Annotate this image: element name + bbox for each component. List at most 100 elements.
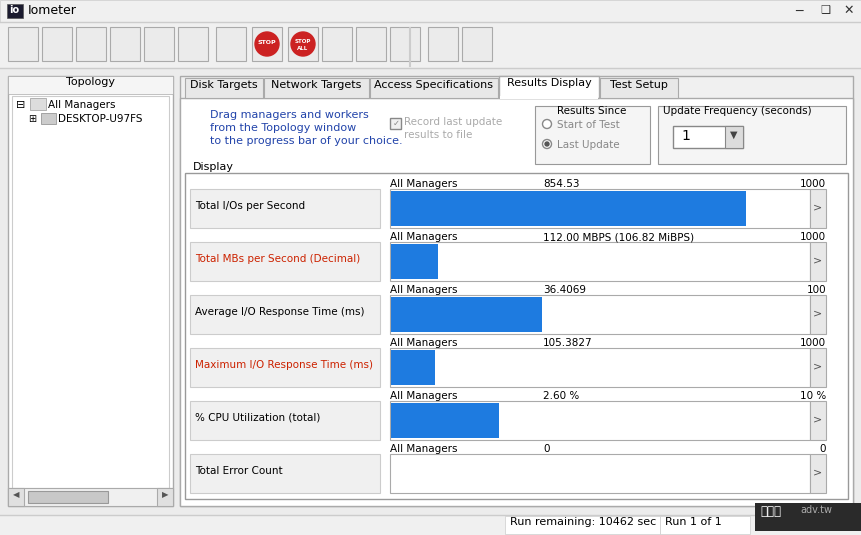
Text: >: > [814, 255, 822, 265]
Text: ✓: ✓ [393, 119, 400, 128]
Bar [810, 242, 826, 281]
Bar [0, 22, 861, 68]
Text: % CPU Utilization (total): % CPU Utilization (total) [195, 413, 320, 423]
Bar [391, 244, 437, 279]
Text: All Managers: All Managers [390, 444, 457, 454]
Bar [535, 106, 650, 164]
Bar [264, 78, 369, 98]
Bar [810, 189, 826, 228]
Bar [600, 78, 678, 98]
Bar [28, 491, 108, 503]
Bar [391, 350, 435, 385]
Bar [810, 454, 826, 493]
Bar [499, 76, 599, 98]
Bar [185, 173, 848, 499]
Bar [390, 27, 420, 61]
Text: STOP: STOP [257, 40, 276, 45]
Text: Test Setup: Test Setup [610, 80, 668, 90]
Bar [0, 515, 861, 535]
Text: >: > [814, 467, 822, 477]
Text: Topology: Topology [65, 77, 115, 87]
Text: Drag managers and workers
from the Topology window
to the progress bar of your c: Drag managers and workers from the Topol… [210, 110, 403, 147]
Text: 10 %: 10 % [800, 391, 826, 401]
Bar [157, 488, 173, 506]
Text: ⊞: ⊞ [28, 114, 36, 124]
Text: 1000: 1000 [800, 232, 826, 242]
Text: Total I/Os per Second: Total I/Os per Second [195, 201, 305, 211]
Bar [500, 96, 598, 99]
Text: io: io [9, 5, 19, 15]
Text: 1000: 1000 [800, 179, 826, 189]
Text: Results Display: Results Display [506, 78, 592, 88]
Bar [180, 76, 853, 506]
Circle shape [542, 140, 552, 149]
Text: ✕: ✕ [843, 4, 853, 17]
Bar [41, 113, 56, 124]
Text: 1000: 1000 [800, 338, 826, 348]
Bar [76, 27, 106, 61]
Text: All Managers: All Managers [390, 285, 457, 295]
Bar [390, 189, 810, 228]
Text: Record last update
results to file: Record last update results to file [404, 117, 502, 140]
Bar [391, 297, 542, 332]
Bar [755, 503, 861, 531]
Bar [8, 76, 173, 94]
Text: STOP
ALL: STOP ALL [294, 39, 311, 51]
Text: >: > [814, 308, 822, 318]
Bar [185, 78, 263, 98]
Bar [12, 96, 169, 488]
Text: Update Frequency (seconds): Update Frequency (seconds) [663, 106, 812, 116]
Bar [391, 191, 746, 226]
Text: Maximum I/O Response Time (ms): Maximum I/O Response Time (ms) [195, 360, 373, 370]
Bar [190, 454, 380, 493]
Bar [322, 27, 352, 61]
Text: >: > [814, 202, 822, 212]
Bar [7, 4, 23, 18]
Bar [810, 295, 826, 334]
Bar [288, 27, 318, 61]
Bar [356, 27, 386, 61]
Circle shape [291, 32, 315, 56]
Bar [370, 78, 498, 98]
Bar [180, 98, 853, 506]
Bar [190, 189, 380, 228]
Text: ⊟: ⊟ [16, 100, 25, 110]
Text: 0: 0 [543, 444, 550, 454]
Text: 854.53: 854.53 [543, 179, 579, 189]
Bar [810, 348, 826, 387]
Bar [673, 126, 743, 148]
Bar [30, 98, 46, 110]
Text: 電腦王: 電腦王 [760, 505, 781, 518]
Text: All Managers: All Managers [390, 232, 457, 242]
Bar [390, 401, 810, 440]
Text: Run 1 of 1: Run 1 of 1 [665, 517, 722, 527]
Bar [428, 27, 458, 61]
Bar [391, 403, 499, 438]
Text: ▼: ▼ [730, 130, 738, 140]
Bar [144, 27, 174, 61]
Text: 100: 100 [807, 285, 826, 295]
Text: 1: 1 [681, 129, 690, 143]
Bar [462, 27, 492, 61]
Text: Average I/O Response Time (ms): Average I/O Response Time (ms) [195, 307, 364, 317]
Bar [216, 27, 246, 61]
Text: Iometer: Iometer [28, 4, 77, 17]
Text: Network Targets: Network Targets [271, 80, 361, 90]
Bar [725, 126, 743, 148]
Text: All Managers: All Managers [390, 338, 457, 348]
Bar [390, 454, 810, 493]
Bar [390, 295, 810, 334]
Bar [390, 348, 810, 387]
Text: Access Specifications: Access Specifications [375, 80, 493, 90]
Text: All Managers: All Managers [390, 179, 457, 189]
Circle shape [255, 32, 279, 56]
Text: adv.tw: adv.tw [800, 505, 832, 515]
Bar [810, 401, 826, 440]
Text: 112.00 MBPS (106.82 MiBPS): 112.00 MBPS (106.82 MiBPS) [543, 232, 695, 242]
Text: >: > [814, 361, 822, 371]
Text: 0: 0 [820, 444, 826, 454]
Text: 105.3827: 105.3827 [543, 338, 593, 348]
Bar [390, 242, 810, 281]
Text: ❑: ❑ [820, 4, 830, 14]
Bar [190, 348, 380, 387]
